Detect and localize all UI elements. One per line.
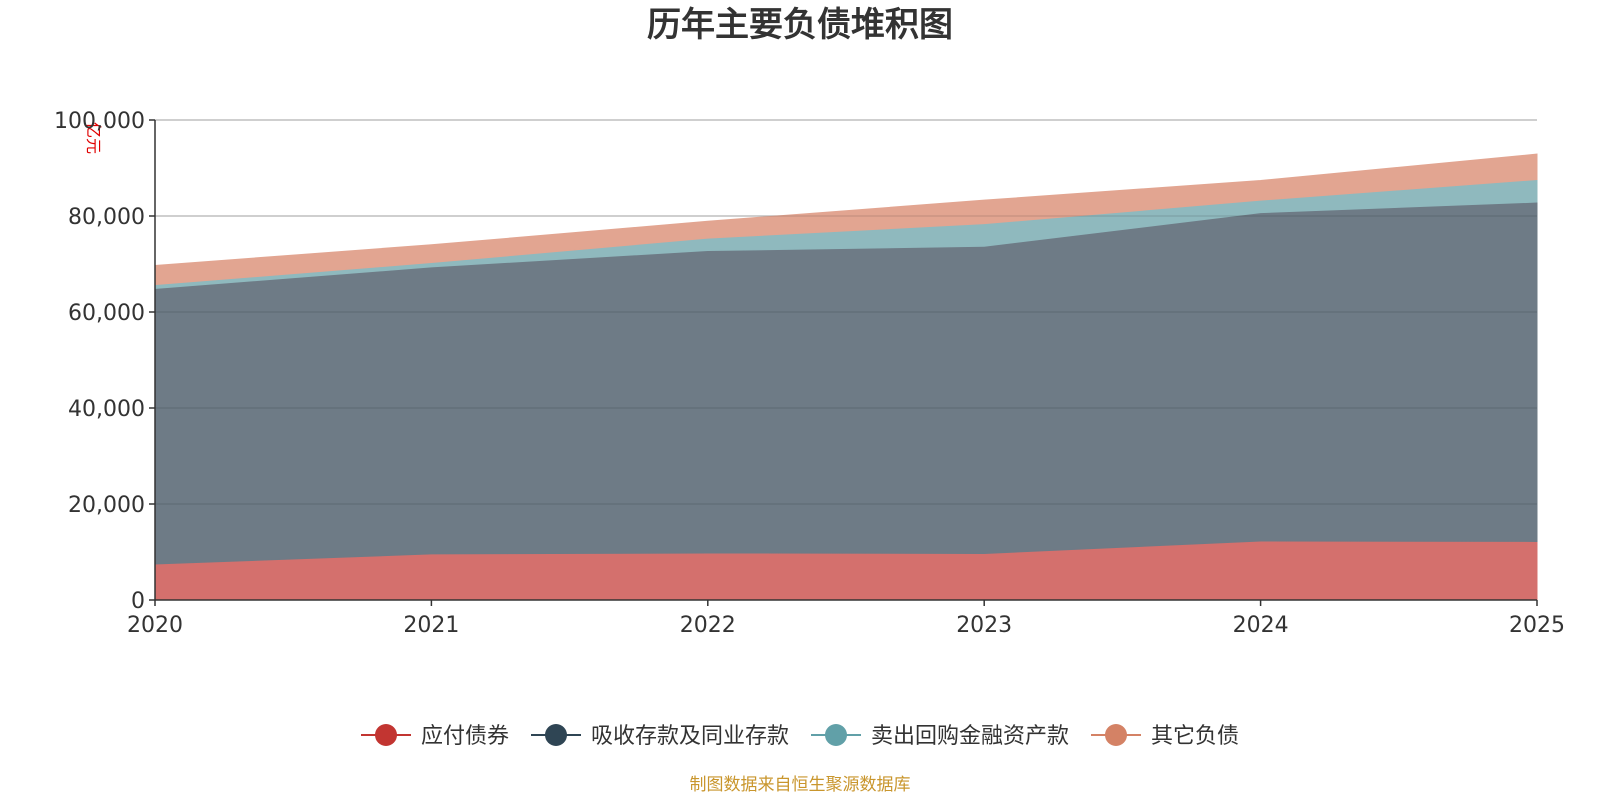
legend: 应付债券 吸收存款及同业存款 卖出回购金融资产款 其它负债: [361, 724, 1239, 749]
legend-item-2[interactable]: 吸收存款及同业存款: [531, 724, 789, 749]
legend-item-1[interactable]: 应付债券: [361, 724, 509, 749]
legend-circle-icon: [1105, 724, 1127, 746]
area-series-4: [154, 153, 1538, 286]
x-tick-label: 2020: [127, 613, 183, 638]
axes: 0 20,000 40,000 60,000 80,000 100,000 2020 2021…: [54, 109, 1565, 638]
y-tick-label: 0: [131, 589, 145, 614]
legend-circle-icon: [825, 724, 847, 746]
x-tick-label: 2023: [956, 613, 1012, 638]
legend-label: 应付债券: [421, 724, 509, 749]
area-series: [154, 119, 1538, 601]
y-tick-label: 20,000: [68, 493, 145, 518]
source-note: 制图数据来自恒生聚源数据库: [690, 775, 911, 795]
y-tick-label: 80,000: [68, 205, 145, 230]
legend-item-4[interactable]: 其它负债: [1091, 724, 1239, 749]
legend-label: 其它负债: [1151, 724, 1239, 749]
x-tick-label: 2025: [1509, 613, 1565, 638]
chart-title: 历年主要负债堆积图: [647, 5, 953, 45]
y-axis-unit-label: 亿元: [84, 122, 103, 154]
legend-circle-icon: [375, 724, 397, 746]
y-tick-label: 40,000: [68, 397, 145, 422]
y-tick-label: 60,000: [68, 301, 145, 326]
x-tick-label: 2022: [680, 613, 736, 638]
y-tick-label: 100,000: [54, 109, 145, 134]
legend-item-3[interactable]: 卖出回购金融资产款: [811, 724, 1069, 749]
legend-circle-icon: [545, 724, 567, 746]
legend-label: 吸收存款及同业存款: [591, 724, 789, 749]
x-tick-label: 2024: [1233, 613, 1289, 638]
legend-label: 卖出回购金融资产款: [871, 724, 1069, 749]
x-tick-label: 2021: [403, 613, 459, 638]
